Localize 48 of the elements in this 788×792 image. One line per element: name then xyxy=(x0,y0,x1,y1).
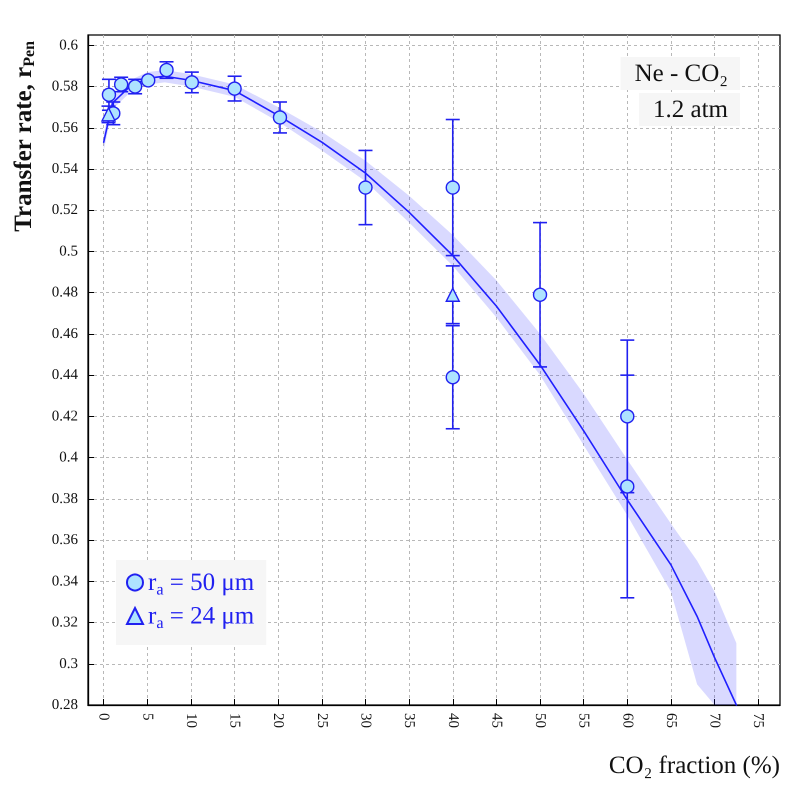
y-tick-label: 0.6 xyxy=(59,37,78,54)
point xyxy=(358,180,373,195)
x-tick-label: 60 xyxy=(619,713,636,728)
x-tick-label: 25 xyxy=(314,713,330,728)
x-tick-label: 10 xyxy=(182,713,199,728)
y-tick-label: 0.54 xyxy=(52,161,78,177)
y-tick-label: 0.46 xyxy=(52,326,78,342)
point xyxy=(620,479,634,494)
point xyxy=(102,88,116,102)
y-tick-label: 0.3 xyxy=(59,656,78,672)
y-tick-label: 0.34 xyxy=(52,573,78,590)
point xyxy=(446,180,460,195)
y-tick-label: 0.5 xyxy=(59,243,78,260)
annotation: Ne - CO₂ xyxy=(634,60,728,87)
y-tick-label: 0.44 xyxy=(52,367,78,384)
point xyxy=(620,409,634,424)
point xyxy=(184,75,200,90)
y-tick-label: 0.32 xyxy=(52,614,78,631)
x-tick-label: 35 xyxy=(401,713,418,728)
x-tick-label: 15 xyxy=(226,713,243,728)
y-tick-label: 0.28 xyxy=(52,697,78,713)
y-tick-label: 0.38 xyxy=(52,490,78,507)
point xyxy=(446,288,460,302)
point xyxy=(532,288,548,302)
y-tick-label: 0.58 xyxy=(52,78,78,95)
x-tick-label: 65 xyxy=(662,713,679,728)
point xyxy=(272,110,288,125)
x-tick-label: 0 xyxy=(96,713,112,720)
point xyxy=(446,370,460,384)
annotation: 1.2 atm xyxy=(653,96,729,123)
x-tick-label: 20 xyxy=(270,713,286,728)
x-axis-title: CO₂ fraction (%) xyxy=(608,752,780,779)
x-tick-label: 40 xyxy=(444,713,461,728)
x-tick-label: 75 xyxy=(750,713,766,728)
x-tick-label: 5 xyxy=(139,713,156,720)
x-tick-label: 50 xyxy=(532,713,548,728)
y-tick-label: 0.4 xyxy=(59,450,78,466)
y-tick-label: 0.56 xyxy=(52,120,78,136)
point xyxy=(227,81,242,96)
x-tick-label: 30 xyxy=(358,713,374,728)
y-tick-label: 0.36 xyxy=(52,532,78,548)
x-tick-label: 45 xyxy=(488,713,504,728)
x-tick-label: 55 xyxy=(576,713,592,728)
x-tick-label: 70 xyxy=(706,713,723,728)
y-tick-label: 0.48 xyxy=(52,284,78,301)
point xyxy=(141,73,156,88)
y-tick-label: 0.52 xyxy=(52,202,78,218)
y-tick-label: 0.42 xyxy=(52,408,78,424)
